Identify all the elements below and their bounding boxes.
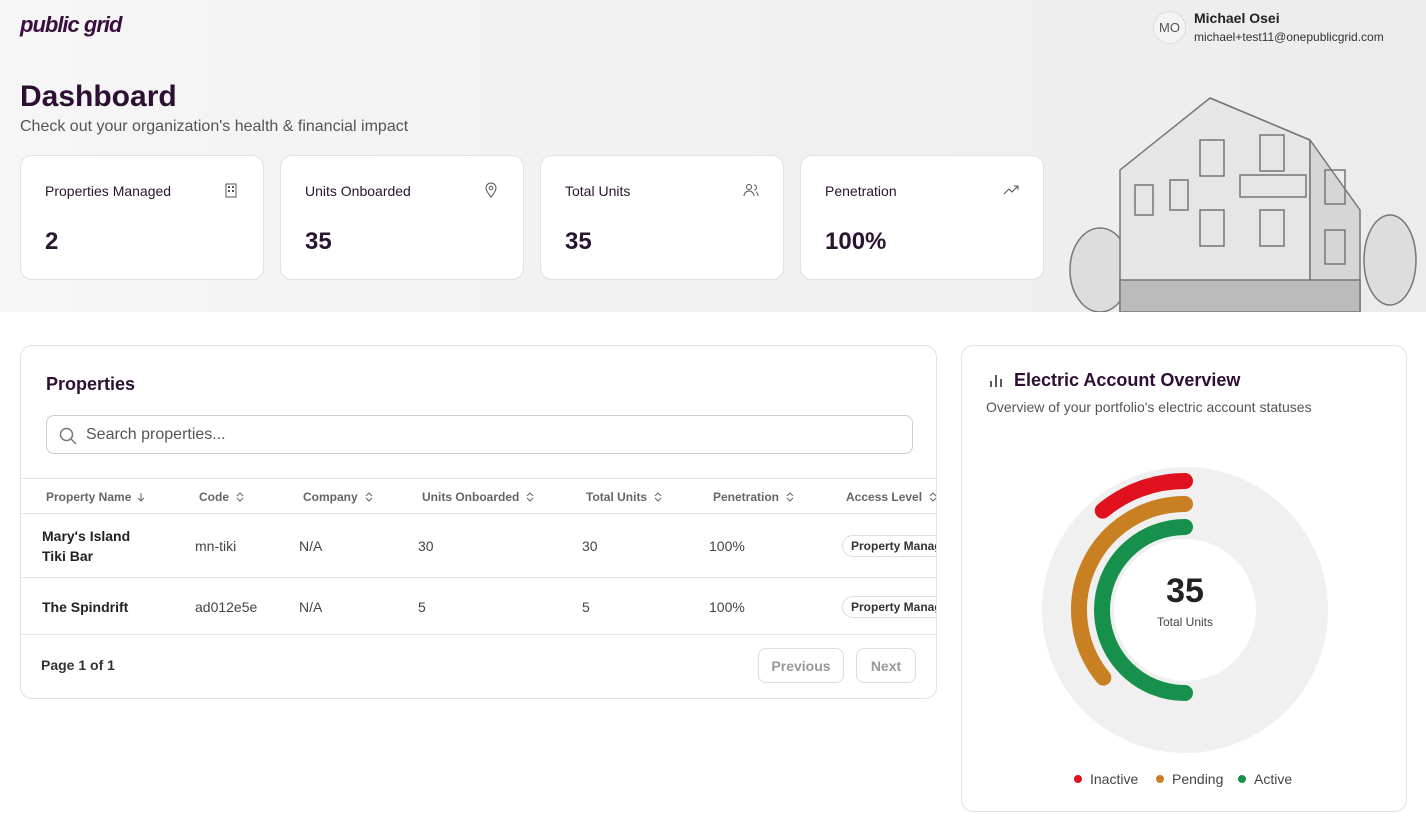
stat-card: Properties Managed 2 xyxy=(20,155,264,280)
stat-value: 35 xyxy=(565,228,592,255)
table-cell: 5 xyxy=(418,598,426,615)
page-indicator: Page 1 of 1 xyxy=(41,657,115,673)
legend-dot xyxy=(1238,775,1246,783)
search-icon xyxy=(59,427,77,445)
stat-icon xyxy=(485,182,497,198)
stat-card: Penetration 100% xyxy=(800,155,1044,280)
sort-icon xyxy=(365,492,373,502)
stat-label: Units Onboarded xyxy=(305,183,411,199)
avatar[interactable]: MO xyxy=(1153,11,1186,44)
center-label: Total Units xyxy=(1157,615,1213,629)
center-value: 35 xyxy=(1166,572,1204,610)
next-button[interactable]: Next xyxy=(856,648,916,683)
page-subtitle: Check out your organization's health & f… xyxy=(20,118,409,135)
search-placeholder: Search properties... xyxy=(86,426,226,443)
access-badge: Property Manager xyxy=(842,535,936,557)
legend-label: Inactive xyxy=(1090,771,1138,787)
column-header[interactable]: Penetration xyxy=(713,490,796,504)
properties-title: Properties xyxy=(46,374,136,394)
stat-label: Properties Managed xyxy=(45,183,172,199)
stat-icon xyxy=(743,184,759,197)
column-header[interactable]: Units Onboarded xyxy=(422,490,536,504)
arc xyxy=(1071,496,1193,686)
column-header[interactable]: Total Units xyxy=(586,490,664,504)
user-name: Michael Osei xyxy=(1194,10,1280,26)
table-cell: 30 xyxy=(582,538,598,554)
table-cell: N/A xyxy=(299,538,323,554)
arc xyxy=(1094,473,1193,519)
table-cell: Mary's Island Tiki Bar xyxy=(42,528,131,564)
sort-icon xyxy=(138,493,145,502)
column-header[interactable]: Code xyxy=(199,490,246,504)
chart-icon xyxy=(990,375,1002,387)
divider xyxy=(21,513,936,514)
divider xyxy=(21,577,936,578)
column-header[interactable]: Access Level xyxy=(846,490,936,504)
house-illustration xyxy=(1069,97,1417,312)
table-cell: mn-tiki xyxy=(195,538,237,554)
table-cell: 5 xyxy=(582,598,590,615)
table-cell: 30 xyxy=(418,538,434,554)
divider xyxy=(21,478,936,479)
logo[interactable]: public grid xyxy=(20,12,122,37)
stat-card: Total Units 35 xyxy=(540,155,784,280)
radial-chart: Inactive Pending Active 35 Total Units xyxy=(1042,467,1328,787)
column-header[interactable]: Property Name xyxy=(46,490,148,504)
table-cell: 100% xyxy=(709,598,745,615)
arc xyxy=(1094,519,1193,701)
chart-track xyxy=(1068,493,1302,727)
table-cell: The Spindrift xyxy=(42,598,129,615)
sort-icon xyxy=(236,492,244,502)
sort-icon xyxy=(526,492,534,502)
stat-card: Units Onboarded 35 xyxy=(280,155,524,280)
stat-label: Penetration xyxy=(825,183,897,199)
sort-icon xyxy=(654,492,662,502)
sort-icon xyxy=(929,492,936,502)
stat-label: Total Units xyxy=(565,183,631,199)
legend-label: Pending xyxy=(1172,771,1223,787)
table-cell: ad012e5e xyxy=(195,598,258,615)
stat-value: 2 xyxy=(45,228,59,255)
page-title: Dashboard xyxy=(20,80,177,113)
properties-card: Properties Search properties... Page 1 o… xyxy=(20,345,937,699)
chart-card: Electric Account Overview Overview of yo… xyxy=(961,345,1407,812)
table-cell: 100% xyxy=(709,538,745,554)
sort-icon xyxy=(786,492,794,502)
previous-button[interactable]: Previous xyxy=(758,648,844,683)
stat-value: 35 xyxy=(305,228,332,255)
search-box[interactable]: Search properties... xyxy=(46,415,913,454)
access-badge: Property Manager xyxy=(842,595,936,618)
column-header[interactable]: Company xyxy=(303,490,375,504)
table-cell: N/A xyxy=(299,598,323,615)
chart-subtitle: Overview of your portfolio's electric ac… xyxy=(986,399,1312,415)
stat-value: 100% xyxy=(825,228,887,255)
stat-icon xyxy=(225,183,237,198)
legend-dot xyxy=(1074,775,1082,783)
chart-title: Electric Account Overview xyxy=(1014,370,1241,390)
divider xyxy=(21,634,936,635)
user-email: michael+test11@onepublicgrid.com xyxy=(1194,30,1384,44)
legend-dot xyxy=(1156,775,1164,783)
legend-label: Active xyxy=(1254,771,1292,787)
stat-icon xyxy=(1003,185,1019,195)
